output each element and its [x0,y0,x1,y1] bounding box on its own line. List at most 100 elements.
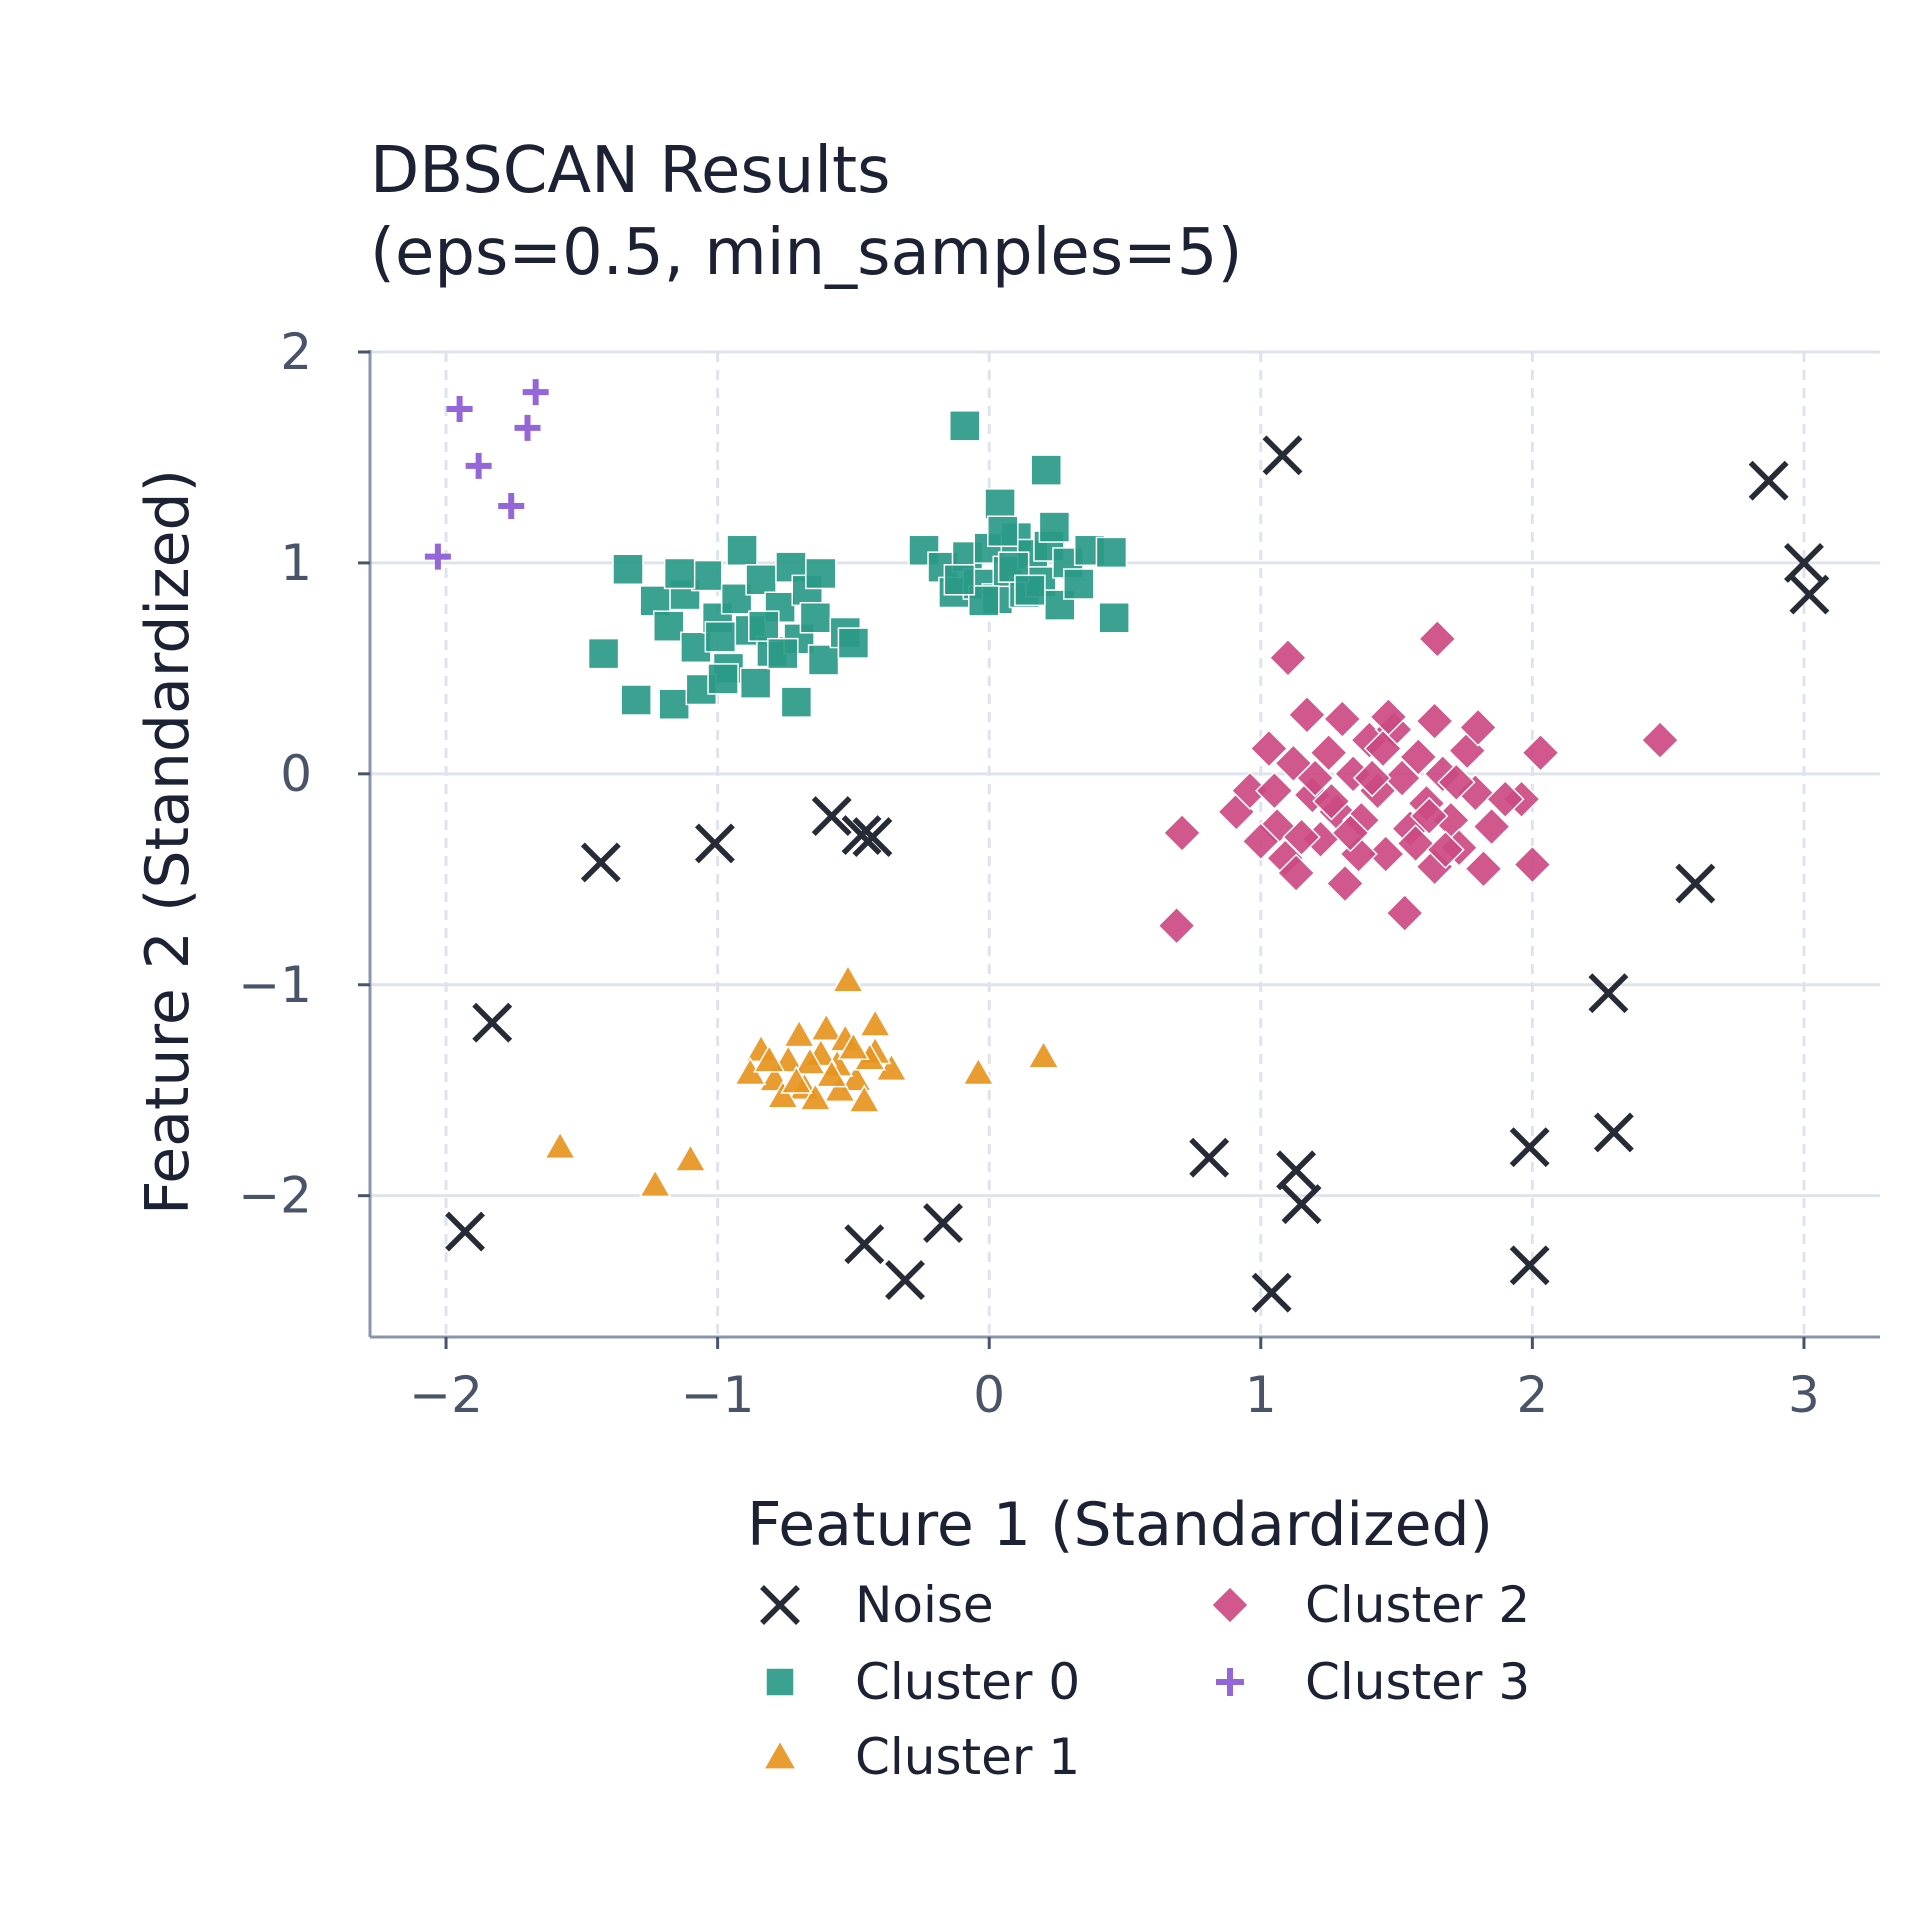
x-tick-label: −1 [681,1366,755,1424]
data-point [620,684,652,716]
data-point [472,1002,513,1043]
data-point [852,817,893,858]
data-point [465,452,492,479]
data-point [1485,779,1525,819]
legend: Noise Cluster 0 Cluster 1 Cluster 2 Cluster … [760,1576,1530,1786]
legend-marker [1210,1585,1250,1625]
data-point [1409,796,1449,836]
data-point [815,1058,848,1088]
chart-title-line-2: (eps=0.5, min_samples=5) [370,216,1242,290]
data-point [543,1130,577,1160]
data-point [766,1080,800,1109]
data-point [1640,720,1680,760]
data-point [1189,1137,1230,1178]
data-point [1588,973,1629,1014]
data-point [1063,568,1095,600]
series-cluster-3 [424,379,549,570]
data-point [726,534,758,567]
data-point [612,553,644,585]
data-point [1241,822,1281,861]
legend-label: Cluster 0 [855,1653,1080,1711]
data-point [1331,813,1370,853]
legend-marker [762,1739,798,1770]
data-point [1249,729,1289,768]
legend-item-cluster-2: Cluster 2 [1210,1576,1530,1634]
data-point [1287,695,1327,735]
legend-marker [760,1585,800,1625]
data-point [1464,849,1503,889]
grid-lines [370,350,1880,1337]
data-point [844,1224,885,1265]
data-point [707,663,739,695]
data-point [1295,758,1335,798]
data-point [823,1073,857,1103]
data-point [1789,574,1830,615]
data-point [580,842,621,883]
data-point [1363,729,1403,768]
y-tick-label: −2 [238,1167,312,1225]
data-point [1385,893,1424,933]
data-point [446,395,473,422]
data-point [949,410,981,442]
data-point [1352,758,1392,798]
data-point [704,620,737,653]
legend-label: Cluster 3 [1305,1653,1530,1711]
data-point [839,1063,873,1092]
data-point [1038,511,1071,543]
data-point [1399,737,1438,777]
data-point [858,1008,892,1037]
data-point [694,823,735,864]
data-point [1255,771,1294,810]
data-point [1276,853,1316,893]
data-point [1262,435,1303,476]
data-point [1251,1272,1292,1313]
data-point [987,515,1019,548]
data-point [663,557,696,590]
data-point [799,602,832,634]
data-point [652,610,685,642]
data-point [984,488,1016,520]
data-point [1325,864,1365,903]
data-point [1748,460,1789,501]
legend-item-noise: Noise [760,1576,994,1634]
x-tick-label: −2 [409,1366,483,1424]
data-point [811,796,852,836]
data-point [498,492,525,519]
data-point [837,627,870,659]
data-point [745,564,777,596]
data-point [1098,602,1130,634]
data-point [1437,763,1476,802]
legend-item-cluster-1: Cluster 1 [762,1728,1080,1786]
data-point [739,667,772,699]
data-point [1323,699,1362,739]
legend-item-cluster-0: Cluster 0 [765,1653,1080,1711]
data-point [1418,619,1457,659]
data-point [962,1056,995,1086]
legend-item-cluster-3: Cluster 3 [1216,1653,1530,1711]
legend-label: Cluster 1 [855,1728,1080,1786]
data-point [837,1031,870,1060]
data-point [638,1168,672,1198]
data-point [424,543,451,570]
data-point [799,1082,832,1111]
data-point [923,1203,963,1244]
data-point [807,644,840,676]
data-point [1162,813,1202,853]
data-point [1030,454,1062,486]
data-point [658,688,690,720]
x-tick-label: 0 [973,1366,1005,1424]
series-cluster-1 [543,964,1060,1198]
data-point [1157,906,1196,945]
data-points [424,379,1830,1313]
data-point [1513,845,1552,884]
data-point [748,610,780,642]
series-cluster-2 [1157,619,1680,945]
data-point [1396,824,1435,863]
data-point [885,1260,925,1300]
data-point [514,414,541,441]
data-point [805,557,837,590]
data-point [1276,1150,1317,1191]
data-point [1458,708,1498,747]
tick-labels: −2 −1 0 1 2 3 −2 −1 0 1 2 [238,323,1820,1424]
